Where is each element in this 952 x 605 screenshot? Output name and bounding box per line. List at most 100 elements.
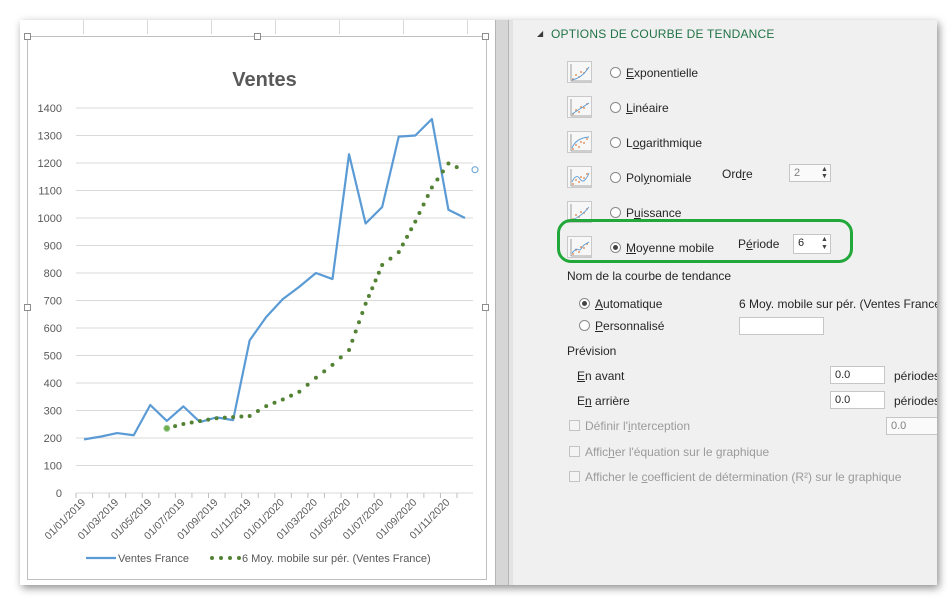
exponential-radio[interactable] (610, 67, 621, 78)
moving-average-dot (405, 234, 410, 239)
moving-average-dot (239, 414, 244, 419)
order-input[interactable]: 2 ▲ ▼ (789, 164, 831, 182)
r2-label[interactable]: Afficher le coefficient de détermination… (585, 470, 902, 484)
moving-average-dot (313, 375, 318, 380)
moving-average-dot (322, 369, 327, 374)
moving-average-dot (363, 301, 368, 306)
moving-average-dot (380, 263, 385, 268)
logarithmic-label[interactable]: Logarithmique (626, 136, 703, 150)
y-tick-label: 1000 (38, 213, 62, 225)
intercept-label[interactable]: Définir l'interception (585, 419, 691, 433)
collapse-triangle-icon[interactable]: ◢ (537, 29, 544, 38)
y-tick-label: 400 (44, 378, 62, 390)
forward-input[interactable]: 0.0 (830, 366, 885, 384)
intercept-input[interactable]: 0.0 (886, 417, 937, 435)
moving-average-dot (350, 338, 355, 343)
automatic-radio[interactable] (579, 298, 590, 309)
moving-average-dot (264, 404, 269, 409)
window: Ventes 0 100 200 300 400 500 600 700 800 900 1000 11… (20, 20, 937, 585)
chart-area[interactable]: Ventes 0 100 200 300 400 500 600 700 800 900 1000 11… (24, 33, 489, 580)
series-line-ventes-france (83, 117, 466, 441)
resize-handle[interactable] (24, 304, 31, 311)
y-tick-label: 1400 (38, 103, 62, 115)
backward-unit: périodes (894, 394, 937, 408)
automatic-label[interactable]: Automatique (595, 297, 663, 311)
intercept-checkbox[interactable] (569, 420, 580, 431)
y-tick-label: 0 (56, 488, 62, 500)
moving-average-dot (421, 202, 426, 207)
polynomial-trendline-icon (567, 166, 592, 188)
legend-label-ventes-france: Ventes France (118, 553, 189, 565)
moving-average-dot (231, 415, 236, 420)
resize-handle[interactable] (482, 304, 489, 311)
moving-average-dot (222, 415, 227, 420)
y-tick-label: 1200 (38, 158, 62, 170)
period-label: Période (738, 237, 780, 251)
resize-handle[interactable] (254, 33, 261, 40)
moving-average-dot (370, 286, 375, 291)
moving-average-dot (338, 355, 343, 360)
moving-average-label[interactable]: Moyenne mobile (626, 241, 715, 255)
polynomial-label[interactable]: Polynomiale (626, 171, 692, 185)
r2-checkbox[interactable] (569, 471, 580, 482)
period-input[interactable]: 6 ▲ ▼ (793, 234, 831, 254)
period-spin-icon: ▲ ▼ (821, 236, 828, 251)
logarithmic-radio[interactable] (610, 137, 621, 148)
custom-radio[interactable] (579, 320, 590, 331)
moving-average-dot (366, 294, 371, 299)
logarithmic-trendline-icon (567, 131, 592, 153)
y-tick-label: 700 (44, 296, 62, 308)
moving-average-dot (214, 416, 219, 421)
moving-average-dot (417, 211, 422, 216)
forecast-heading: Prévision (567, 344, 617, 358)
y-tick-label: 1300 (38, 131, 62, 143)
moving-average-dot (289, 393, 294, 398)
moving-average-dot (396, 250, 401, 255)
moving-average-dot (425, 194, 430, 198)
legend-swatch-moving-average (219, 556, 223, 560)
legend-label-moving-average: 6 Moy. mobile sur pér. (Ventes France) (242, 553, 431, 565)
moving-average-dot (356, 320, 361, 325)
moving-average-dot (429, 185, 434, 190)
resize-handle[interactable] (482, 33, 489, 40)
line-chart[interactable]: Ventes 0 100 200 300 400 500 600 700 800 900 1000 11… (28, 37, 486, 579)
forward-unit: périodes (894, 369, 937, 383)
moving-average-dot (206, 417, 211, 422)
y-tick-label: 100 (44, 461, 62, 473)
linear-label[interactable]: Linéaire (626, 101, 669, 115)
section-title[interactable]: OPTIONS DE COURBE DE TENDANCE (551, 27, 775, 41)
power-label[interactable]: Puissance (626, 206, 682, 220)
equation-checkbox[interactable] (569, 446, 580, 457)
resize-handle[interactable] (24, 33, 31, 40)
power-radio[interactable] (610, 207, 621, 218)
y-tick-label: 900 (44, 241, 62, 253)
backward-input[interactable]: 0.0 (830, 391, 885, 409)
moving-average-dot (373, 278, 378, 283)
moving-average-dot (446, 161, 451, 166)
pane-splitter[interactable] (495, 20, 509, 585)
moving-average-dot (280, 397, 285, 402)
linear-radio[interactable] (610, 102, 621, 113)
moving-average-dot (297, 389, 302, 394)
y-tick-label: 500 (44, 351, 62, 363)
moving-average-radio[interactable] (610, 242, 621, 253)
automatic-name-value: 6 Moy. mobile sur pér. (Ventes France) (739, 297, 937, 311)
order-spin-icon: ▲ ▼ (821, 166, 828, 180)
moving-average-dot (197, 418, 202, 423)
format-trendline-pane: ◢ OPTIONS DE COURBE DE TENDANCE Exponent… (509, 20, 937, 585)
moving-average-dot (247, 414, 252, 418)
highlight-oval (557, 219, 853, 263)
polynomial-radio[interactable] (610, 172, 621, 183)
moving-average-dot (454, 165, 459, 170)
exponential-label[interactable]: Exponentielle (626, 66, 699, 80)
y-tick-label: 600 (44, 323, 62, 335)
moving-average-dot (272, 400, 277, 405)
moving-average-dot (353, 329, 358, 334)
moving-average-dot (255, 409, 260, 414)
moving-average-dot (189, 420, 194, 425)
custom-label[interactable]: Personnalisé (595, 319, 665, 333)
equation-label[interactable]: Afficher l'équation sur le graphique (585, 445, 770, 459)
moving-average-trendline-icon (567, 236, 592, 258)
custom-name-input[interactable] (739, 317, 824, 335)
order-label: Ordre (722, 167, 753, 181)
